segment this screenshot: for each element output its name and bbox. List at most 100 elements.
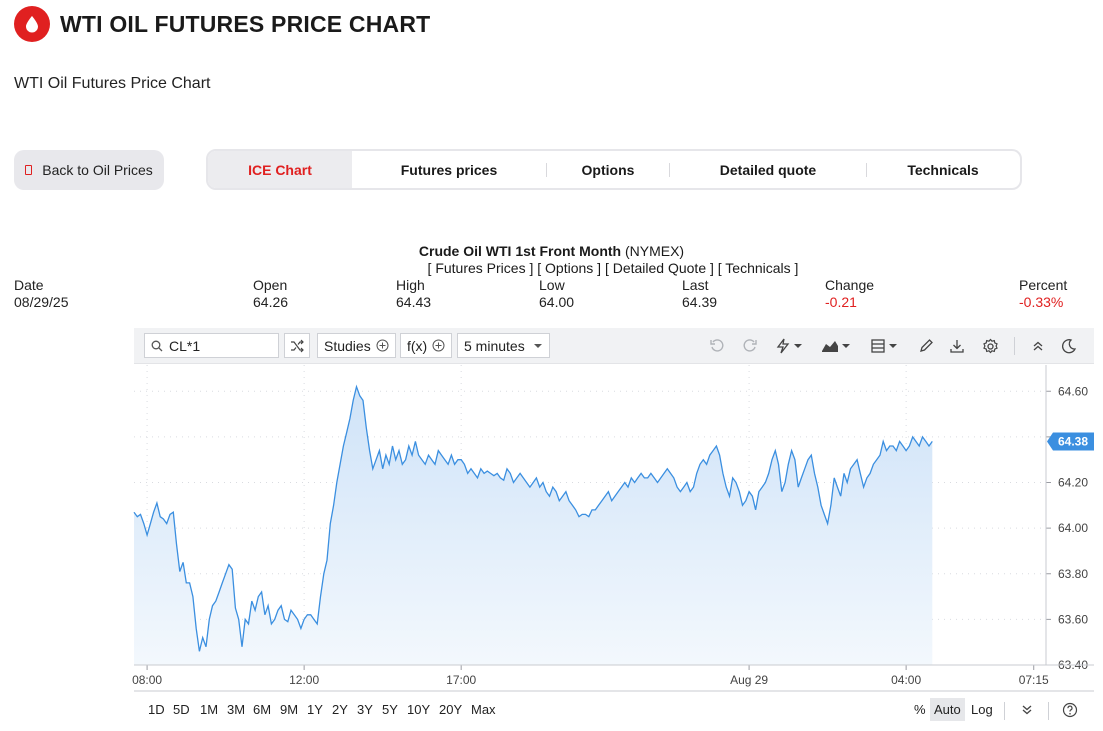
x-tick-label: 07:15 [1019,673,1049,687]
interval-select[interactable]: 5 minutes [457,333,550,358]
y-tick-label: 64.60 [1058,384,1088,398]
search-icon [151,340,163,351]
stat-label: Date [14,277,44,293]
range-2y-button[interactable]: 2Y [332,702,348,717]
back-to-oil-prices-button[interactable]: Back to Oil Prices [14,150,164,190]
back-icon [25,165,33,175]
draw-pencil-icon[interactable] [916,336,936,356]
stat-value: 08/29/25 [14,294,69,310]
stat-percent: Percent -0.33% [1019,277,1067,311]
plus-circle-icon [432,339,445,352]
log-scale-button[interactable]: Log [971,702,993,717]
stat-date: Date 08/29/25 [14,277,69,311]
bottom-divider [1004,702,1005,720]
redo-icon[interactable] [740,336,760,356]
percent-scale-button[interactable]: % [914,702,926,717]
download-icon[interactable] [947,336,967,356]
y-tick-label: 64.20 [1058,476,1088,490]
x-tick-label: 17:00 [446,673,476,687]
range-3m-button[interactable]: 3M [227,702,246,717]
expand-down-icon[interactable] [1017,700,1037,720]
stat-value: 64.39 [682,294,718,310]
stat-change: Change -0.21 [825,277,874,311]
tab-detailed-quote[interactable]: Detailed quote [719,161,817,178]
price-line [133,384,933,652]
y-tick-label: 63.60 [1058,612,1088,626]
studies-button[interactable]: Studies [317,333,396,358]
tab-ice-chart[interactable]: ICE Chart [208,151,352,188]
symbol-search-input[interactable]: CL*1 [144,333,279,358]
last-price-tag [1047,432,1094,451]
compare-button[interactable] [284,333,310,358]
stat-value: -0.33% [1019,294,1064,310]
range-3y-button[interactable]: 3Y [357,702,373,717]
x-tick-label: 04:00 [891,673,921,687]
dark-mode-moon-icon[interactable] [1059,336,1079,356]
function-label: f(x) [407,337,428,354]
y-tick-label: 63.80 [1058,567,1088,581]
tab-options[interactable]: Options [581,161,635,178]
collapse-up-icon[interactable] [1028,336,1048,356]
last-price-label: 64.38 [1058,434,1088,448]
range-1m-button[interactable]: 1M [200,702,219,717]
interval-value: 5 minutes [464,337,525,354]
undo-icon[interactable] [707,336,727,356]
x-tick-label: Aug 29 [730,673,768,687]
stat-label: Open [253,277,288,293]
tab-separator [866,162,867,177]
stat-label: Percent [1019,277,1068,293]
auto-scale-button[interactable]: Auto [930,698,965,721]
range-5y-button[interactable]: 5Y [382,702,398,717]
stat-high: High 64.43 [396,277,431,311]
events-menu-icon[interactable] [774,336,806,356]
symbol-value: CL*1 [169,337,201,354]
stat-value: 64.26 [253,294,289,310]
range-1y-button[interactable]: 1Y [307,702,323,717]
stat-label: Low [539,277,565,293]
plus-circle-icon [376,339,389,352]
range-6m-button[interactable]: 6M [253,702,272,717]
chart-toolbar: CL*1 Studies f(x) 5 minutes [134,328,1094,364]
toolbar-divider [1014,337,1015,355]
stat-value: 64.43 [396,294,432,310]
stat-label: Last [682,277,709,293]
x-tick-label: 12:00 [289,673,319,687]
stat-label: High [396,277,425,293]
chart-bottom-bar: % Auto Log 1D 5D 1M 3M 6M 9M 1Y 2Y 3Y 5Y 10Y 20Y Max [134,692,1094,728]
back-button-label: Back to Oil Prices [42,162,153,178]
tab-technicals[interactable]: Technicals [907,161,979,178]
page-subtitle: WTI Oil Futures Price Chart [14,75,211,92]
shuffle-icon [291,339,304,352]
chevron-down-icon [534,343,542,348]
quote-instrument: Crude Oil WTI 1st Front Month [418,243,622,259]
range-max-button[interactable]: Max [471,702,496,717]
stat-last: Last 64.39 [682,277,717,311]
tab-separator [669,162,670,177]
tab-futures-prices[interactable]: Futures prices [400,161,498,178]
range-9m-button[interactable]: 9M [280,702,299,717]
layout-menu-icon[interactable] [869,336,901,356]
function-button[interactable]: f(x) [400,333,453,358]
quote-exchange: (NYMEX) [624,243,685,259]
chart-type-menu-icon[interactable] [820,336,854,356]
settings-gear-icon[interactable] [980,336,1000,356]
price-area-fill [134,386,933,665]
range-5d-button[interactable]: 5D [173,702,190,717]
quote-title: Crude Oil WTI 1st Front Month (NYMEX) [0,243,1103,259]
stat-open: Open 64.26 [253,277,288,311]
stat-value: 64.00 [539,294,575,310]
range-1d-button[interactable]: 1D [148,702,165,717]
tab-separator [546,162,547,177]
stat-label: Change [825,277,875,293]
quote-links[interactable]: [ Futures Prices ] [ Options ] [ Detaile… [427,260,799,276]
bottom-divider [1048,702,1049,720]
y-tick-label: 64.00 [1058,521,1088,535]
x-tick-label: 08:00 [132,673,162,687]
range-20y-button[interactable]: 20Y [439,702,463,717]
studies-label: Studies [324,337,371,354]
page-header: WTI OIL FUTURES PRICE CHART [14,6,430,42]
oil-drop-icon [14,6,50,42]
help-icon[interactable] [1060,700,1080,720]
range-10y-button[interactable]: 10Y [407,702,431,717]
